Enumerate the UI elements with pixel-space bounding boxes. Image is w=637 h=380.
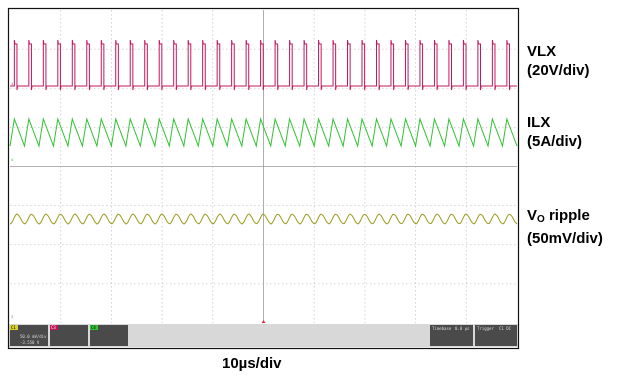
c1-offset-text: -3.550 V <box>20 340 40 345</box>
ilx-name: ILX <box>527 114 551 131</box>
vlx-name: VLX <box>527 43 557 60</box>
c3-status-chip <box>50 325 88 346</box>
status-bar-background <box>9 324 518 347</box>
scope-frame <box>7 7 520 350</box>
ilx-channel-marker: 4 <box>11 157 14 162</box>
c1-scale-text: 50.0 mV/div <box>20 334 47 339</box>
vo-ripple-scale: (50mV/div) <box>527 230 603 247</box>
c1-tag <box>10 325 18 330</box>
c3-tag <box>50 325 58 330</box>
ilx-label: ILX (5A/div) <box>527 113 582 151</box>
c1-status-chip <box>10 325 48 346</box>
vlx-scale: (20V/div) <box>527 62 590 79</box>
c4-status-chip <box>90 325 128 346</box>
c3-tag-text: C3 <box>51 325 56 330</box>
timebase-value: 0.0 µs <box>455 326 470 331</box>
c1-tag-text: C1 <box>11 325 16 330</box>
vo-ripple-trace <box>9 213 518 225</box>
timebase-panel <box>430 325 473 346</box>
scope-status-bar: C1 50.0 mV/div -3.550 V C3 C4 Timebase 0… <box>9 324 518 347</box>
time-scale-label: 10µs/div <box>222 355 282 372</box>
trigger-panel <box>475 325 517 346</box>
vlx-label: VLX (20V/div) <box>527 42 590 80</box>
vo-channel-marker: 3 <box>11 314 14 319</box>
vo-ripple-name: VO ripple <box>527 207 590 225</box>
c4-tag <box>90 325 98 330</box>
c4-tag-text: C4 <box>91 325 96 330</box>
vo-ripple-label: VO ripple (50mV/div) <box>527 206 603 248</box>
scope-traces: 1 4 3 <box>9 39 518 319</box>
ilx-scale: (5A/div) <box>527 133 583 150</box>
timebase-label: Timebase <box>432 326 452 331</box>
trigger-position-marker <box>261 320 266 323</box>
vlx-channel-marker: 1 <box>11 81 14 86</box>
trigger-label: Trigger <box>477 326 494 331</box>
vlx-trace <box>10 39 517 91</box>
trigger-value: C1 DC <box>499 326 512 331</box>
ilx-trace <box>9 117 518 148</box>
